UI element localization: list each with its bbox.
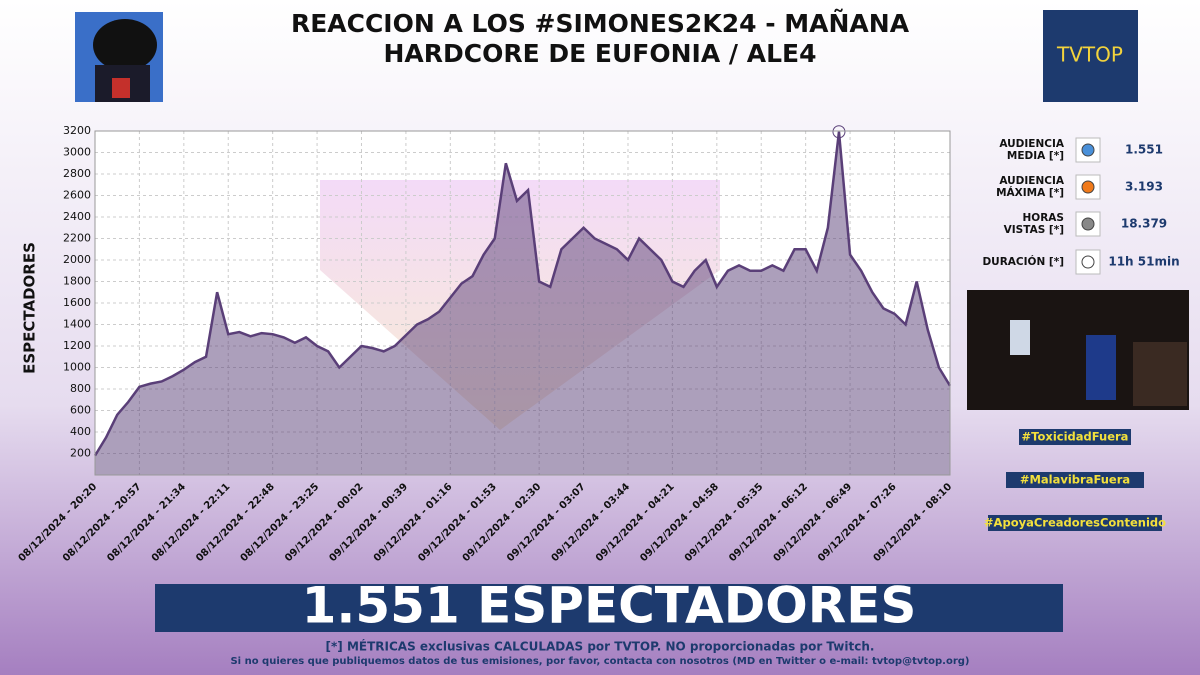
title-line: HARDCORE DE EUFONIA / ALE4: [383, 39, 816, 68]
stat-label: HORAS: [1023, 212, 1065, 224]
y-tick-label: 2800: [63, 167, 91, 180]
stat-label: VISTAS [*]: [1004, 224, 1064, 236]
y-tick-label: 3200: [63, 124, 91, 137]
y-tick-label: 200: [70, 447, 91, 460]
logo-text: TVTOP: [1056, 43, 1123, 67]
y-tick-label: 1800: [63, 275, 91, 288]
line: [93, 131, 952, 457]
hashtag-box: [1019, 429, 1131, 445]
max-marker: [832, 125, 846, 139]
hashtag-box: [1006, 472, 1144, 488]
hashtag: #ApoyaCreadoresContenido: [984, 516, 1166, 530]
banner-text: 1.551 ESPECTADORES: [302, 577, 917, 635]
y-tick-label: 1600: [63, 296, 91, 309]
logo-box: [1043, 10, 1138, 102]
stat-icon-glyph: [1081, 217, 1095, 231]
stat-icon-glyph: [1081, 143, 1095, 157]
y-tick-label: 800: [70, 382, 91, 395]
y-tick-label: 600: [70, 404, 91, 417]
y-tick-label: 2600: [63, 189, 91, 202]
hashtag-box: [988, 515, 1162, 531]
hashtag: #MalavibraFuera: [1020, 473, 1130, 487]
footer-note: Si no quieres que publiquemos datos de t…: [230, 656, 969, 667]
hashtag: #ToxicidadFuera: [1022, 430, 1129, 444]
title-line: REACCION A LOS #SIMONES2K24 - MAÑANA: [291, 9, 910, 38]
y-tick-label: 1000: [63, 361, 91, 374]
stat-label: MÁXIMA [*]: [996, 186, 1064, 199]
stat-value: 1.551: [1125, 143, 1163, 157]
stat-value: 3.193: [1125, 180, 1163, 194]
stat-label: DURACIÓN [*]: [982, 255, 1064, 268]
y-tick-label: 1200: [63, 339, 91, 352]
area-fill: [95, 131, 950, 475]
avatar: [75, 12, 163, 102]
y-tick-label: 3000: [63, 146, 91, 159]
stat-label: AUDIENCIA: [999, 138, 1065, 150]
footer-note: [*] MÉTRICAS exclusivas CALCULADAS por T…: [326, 639, 875, 654]
y-tick-label: 1400: [63, 318, 91, 331]
stat-icon-glyph: [1081, 180, 1095, 194]
stat-label: AUDIENCIA: [999, 175, 1065, 187]
stream-thumbnail: [967, 290, 1189, 410]
plot-border: [94, 130, 951, 476]
y-tick-label: 2400: [63, 210, 91, 223]
stat-icon-glyph: [1081, 255, 1095, 269]
y-tick-label: 2000: [63, 253, 91, 266]
stat-value: 11h 51min: [1108, 255, 1179, 269]
stat-value: 18.379: [1121, 217, 1167, 231]
y-axis-label: ESPECTADORES: [21, 242, 39, 374]
stat-label: MEDIA [*]: [1007, 150, 1064, 162]
banner-box: [155, 584, 1063, 632]
y-tick-label: 400: [70, 425, 91, 438]
y-tick-label: 2200: [63, 232, 91, 245]
